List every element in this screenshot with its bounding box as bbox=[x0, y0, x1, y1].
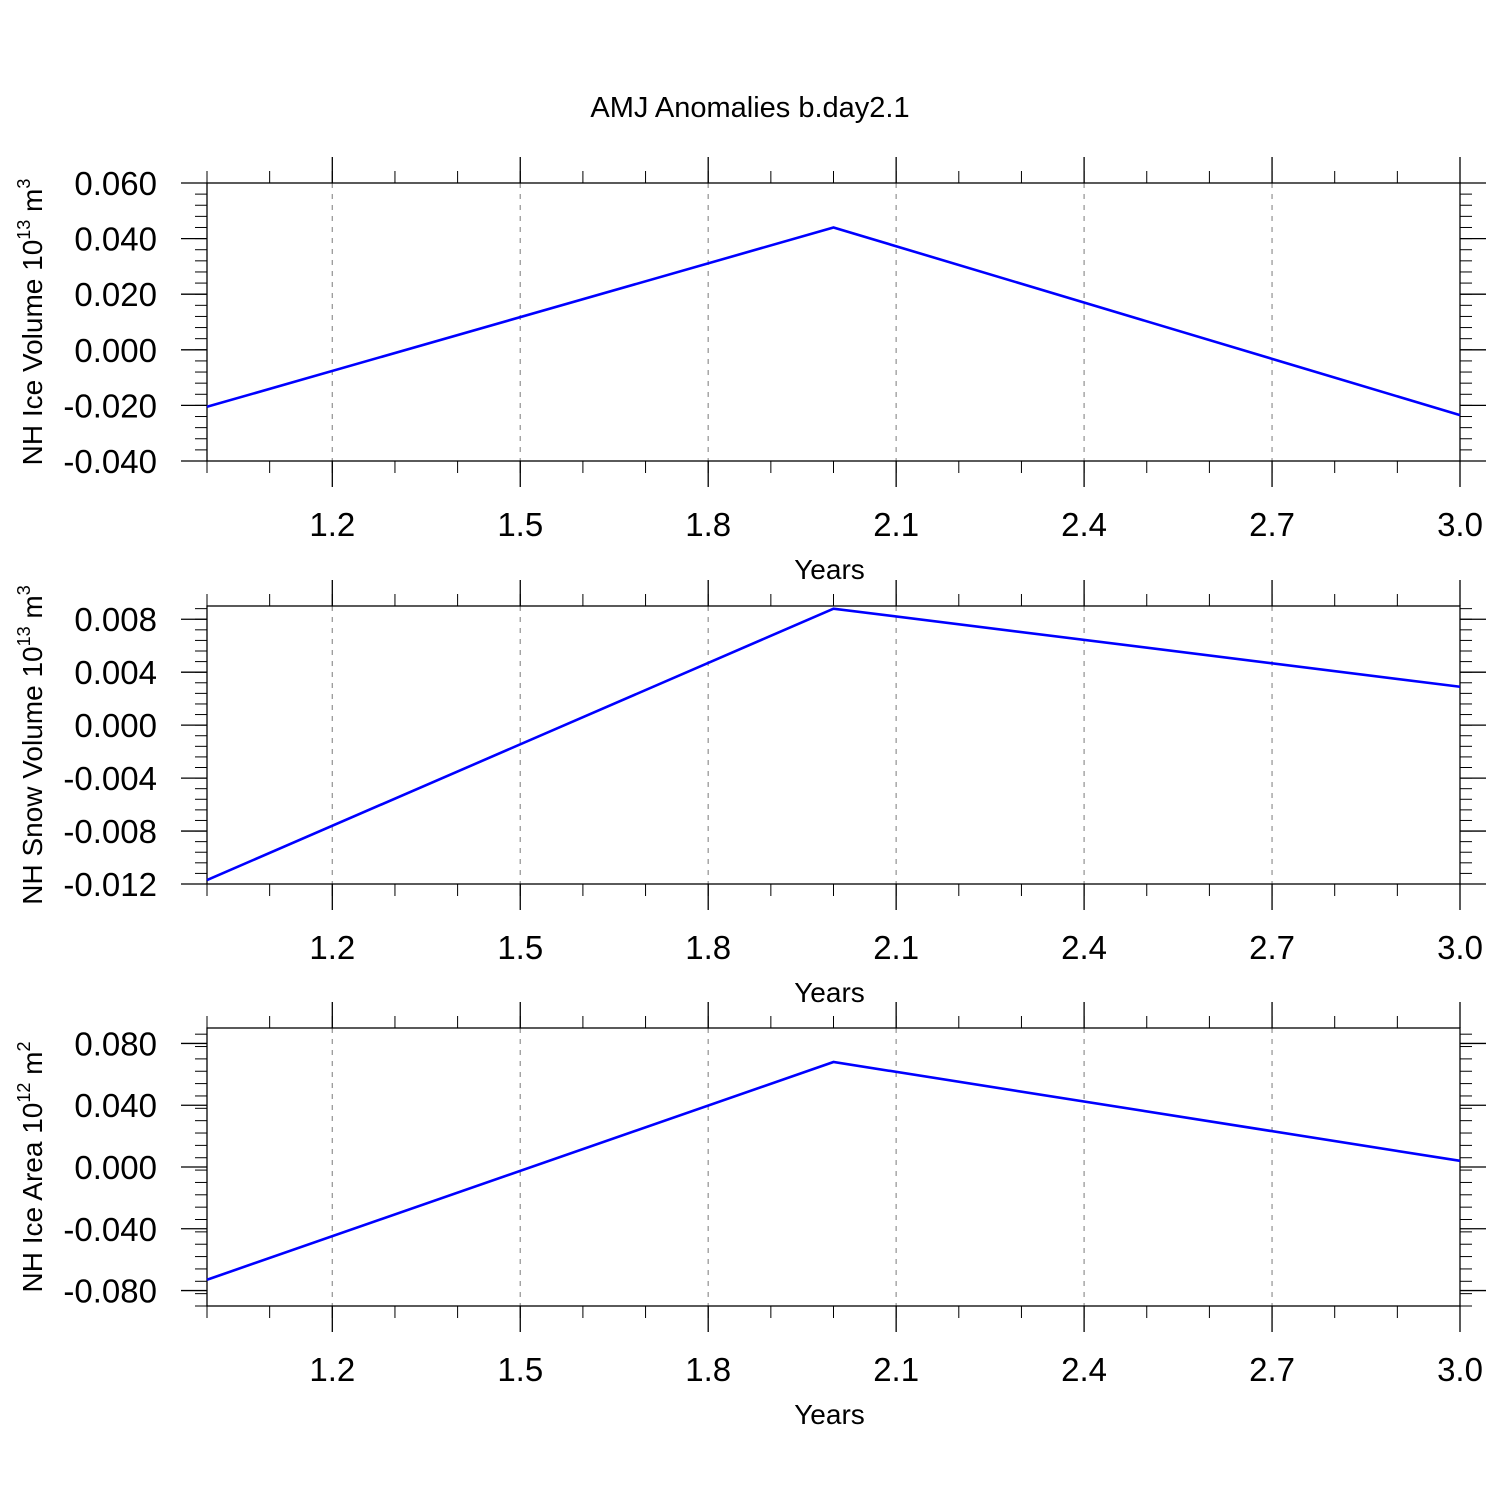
y-tick-label: 0.060 bbox=[74, 165, 157, 202]
x-tick-label: 2.4 bbox=[1061, 1351, 1107, 1388]
x-axis-label: Years bbox=[794, 554, 865, 585]
x-tick-label: 1.8 bbox=[685, 506, 731, 543]
chart-panel-3: 1.2 1.5 1.8 2.1 2.4 2.7 3.0 0.080 0.040 0.000 -0.0… bbox=[14, 1002, 1486, 1430]
x-tick-label: 1.2 bbox=[309, 1351, 355, 1388]
y-tick-label: -0.040 bbox=[63, 443, 157, 480]
x-tick-label: 3.0 bbox=[1437, 506, 1483, 543]
x-tick-label: 2.4 bbox=[1061, 929, 1107, 966]
y-tick-label: 0.080 bbox=[74, 1025, 157, 1062]
x-tick-label: 2.7 bbox=[1249, 1351, 1295, 1388]
series-line bbox=[206, 1060, 1461, 1281]
chart-panel-1: 1.2 1.5 1.8 2.1 2.4 2.7 3.0 0.060 0.040 0.020 0.00… bbox=[14, 157, 1486, 585]
plot-frame bbox=[206, 1027, 1461, 1307]
x-tick-label: 3.0 bbox=[1437, 929, 1483, 966]
y-tick-label: -0.012 bbox=[63, 866, 157, 903]
y-tick-label: 0.000 bbox=[74, 332, 157, 369]
x-tick-label: 2.4 bbox=[1061, 506, 1107, 543]
x-tick-label: 2.7 bbox=[1249, 929, 1295, 966]
x-tick-label: 2.7 bbox=[1249, 506, 1295, 543]
x-tick-label: 1.2 bbox=[309, 929, 355, 966]
x-tick-label: 1.8 bbox=[685, 1351, 731, 1388]
x-tick-label: 1.2 bbox=[309, 506, 355, 543]
series-line bbox=[206, 607, 1461, 882]
y-tick-label: -0.040 bbox=[63, 1211, 157, 1248]
x-tick-label: 2.1 bbox=[873, 506, 919, 543]
plot-frame bbox=[206, 605, 1461, 885]
x-tick-label: 1.5 bbox=[497, 929, 543, 966]
y-tick-label: 0.004 bbox=[74, 654, 157, 691]
x-tick-label: 2.1 bbox=[873, 929, 919, 966]
y-tick-label: -0.008 bbox=[63, 813, 157, 850]
x-axis-label: Years bbox=[794, 1399, 865, 1430]
y-axis-label: NH Ice Volume 1013 m3 bbox=[14, 179, 48, 466]
y-tick-label: 0.040 bbox=[74, 221, 157, 258]
y-tick-label: 0.000 bbox=[74, 707, 157, 744]
x-tick-label: 1.5 bbox=[497, 506, 543, 543]
y-tick-label: 0.000 bbox=[74, 1149, 157, 1186]
y-tick-label: 0.040 bbox=[74, 1087, 157, 1124]
y-axis-label: NH Ice Area 1012 m2 bbox=[14, 1041, 48, 1292]
y-tick-label: 0.008 bbox=[74, 601, 157, 638]
x-tick-label: 3.0 bbox=[1437, 1351, 1483, 1388]
y-tick-label: -0.080 bbox=[63, 1273, 157, 1310]
chart-panel-2: 1.2 1.5 1.8 2.1 2.4 2.7 3.0 0.008 0.004 0.000 -0.0… bbox=[14, 580, 1486, 1008]
y-tick-label: -0.020 bbox=[63, 387, 157, 424]
x-tick-label: 1.5 bbox=[497, 1351, 543, 1388]
y-axis-label: NH Snow Volume 1013 m3 bbox=[14, 585, 48, 905]
x-tick-label: 2.1 bbox=[873, 1351, 919, 1388]
figure-title: AMJ Anomalies b.day2.1 bbox=[590, 92, 910, 124]
y-tick-label: 0.020 bbox=[74, 276, 157, 313]
x-tick-label: 1.8 bbox=[685, 929, 731, 966]
series-line bbox=[206, 226, 1461, 417]
x-axis-label: Years bbox=[794, 977, 865, 1008]
y-tick-label: -0.004 bbox=[63, 760, 157, 797]
plot-frame bbox=[206, 182, 1461, 462]
